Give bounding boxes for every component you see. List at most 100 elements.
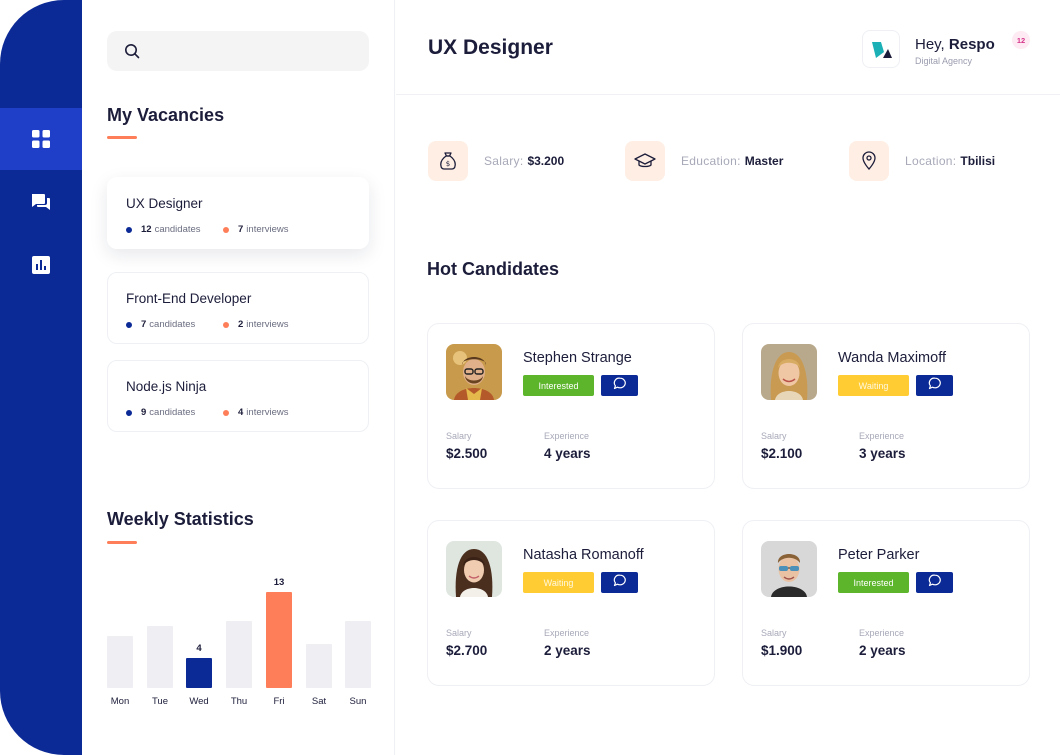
- nav-item-dashboard[interactable]: [0, 108, 82, 170]
- bar-sat: [306, 644, 332, 688]
- candidates-label: candidates: [149, 407, 196, 418]
- page-title: UX Designer: [428, 36, 553, 59]
- salary-label: Salary: [761, 628, 787, 638]
- bar-tue: [147, 626, 173, 688]
- message-button[interactable]: [601, 572, 638, 593]
- experience-value: 4 years: [544, 446, 591, 461]
- weekly-statistics-title: Weekly Statistics: [107, 509, 254, 529]
- chat-bubble-icon: [613, 377, 627, 395]
- company-logo[interactable]: [862, 30, 900, 68]
- vacancy-card-ux-designer[interactable]: UX Designer 12 candidates 7 interviews: [107, 177, 369, 249]
- vacancy-meta: 9 candidates 4 interviews: [126, 407, 289, 418]
- candidates-label: candidates: [154, 224, 201, 235]
- candidate-name: Natasha Romanoff: [523, 547, 644, 563]
- candidate-name: Wanda Maximoff: [838, 350, 946, 366]
- interviews-count: 4: [238, 407, 244, 418]
- candidates-dot: [126, 409, 132, 416]
- info-value: $3.200: [527, 154, 565, 168]
- status-badge[interactable]: Interested: [523, 375, 594, 396]
- bar-thu: [226, 621, 252, 688]
- vacancy-title: Front-End Developer: [126, 291, 252, 306]
- vacancy-meta: 7 candidates 2 interviews: [126, 319, 289, 330]
- interviews-dot: [223, 409, 229, 416]
- bar-value-label: 13: [273, 577, 285, 588]
- salary-value: $2.100: [761, 446, 803, 461]
- salary-value: $2.500: [446, 446, 488, 461]
- day-label-sat: Sat: [311, 696, 327, 707]
- vacancy-card-nodejs-ninja[interactable]: Node.js Ninja 9 candidates 4 interviews: [107, 360, 369, 432]
- search-input[interactable]: [107, 31, 369, 71]
- info-label: Salary:: [484, 154, 524, 168]
- candidates-count: 9: [141, 407, 147, 418]
- nav-item-statistics[interactable]: [0, 234, 82, 296]
- greeting-text: Hey,: [915, 36, 945, 53]
- weekly-bar-chart: Mon Tue 4 Wed Thu 13 Fri Sat Sun: [107, 570, 371, 715]
- day-label-mon: Mon: [110, 696, 130, 707]
- experience-label: Experience: [544, 431, 590, 441]
- header-divider: [396, 94, 1060, 95]
- status-badge[interactable]: Waiting: [838, 375, 909, 396]
- salary-value: $1.900: [761, 643, 803, 658]
- day-label-tue: Tue: [151, 696, 169, 707]
- message-button[interactable]: [916, 375, 953, 396]
- title-underline: [107, 136, 137, 139]
- salary-value: $2.700: [446, 643, 488, 658]
- candidate-card-stephen-strange[interactable]: Stephen Strange Interested Salary $2.500…: [427, 323, 715, 489]
- avatar: [446, 344, 502, 400]
- day-label-thu: Thu: [230, 696, 248, 707]
- interviews-count: 2: [238, 319, 244, 330]
- bar-chart-icon: [32, 256, 50, 274]
- nav-item-messages[interactable]: [0, 171, 82, 233]
- candidate-card-natasha-romanoff[interactable]: Natasha Romanoff Waiting Salary $2.700 E…: [427, 520, 715, 686]
- candidate-card-wanda-maximoff[interactable]: Wanda Maximoff Waiting Salary $2.100 Exp…: [742, 323, 1030, 489]
- money-bag-icon: $: [428, 141, 468, 181]
- interviews-label: interviews: [246, 407, 289, 418]
- info-value: Tbilisi: [960, 154, 996, 168]
- grid-icon: [32, 130, 50, 148]
- interviews-dot: [223, 321, 229, 328]
- day-label-fri: Fri: [273, 696, 285, 707]
- interviews-label: interviews: [246, 224, 289, 235]
- experience-label: Experience: [544, 628, 590, 638]
- vacancy-card-front-end-developer[interactable]: Front-End Developer 7 candidates 2 intervi…: [107, 272, 369, 344]
- day-label-sun: Sun: [349, 696, 367, 707]
- candidate-card-peter-parker[interactable]: Peter Parker Interested Salary $1.900 Ex…: [742, 520, 1030, 686]
- experience-value: 2 years: [859, 643, 906, 658]
- title-underline: [107, 541, 137, 544]
- location-pin-icon: [849, 141, 889, 181]
- vacancy-title: Node.js Ninja: [126, 379, 207, 394]
- vacancy-detail: UX Designer Hey, Respo Digital Agency 12…: [396, 0, 1060, 755]
- info-education: Education: Master: [625, 140, 783, 182]
- avatar: [761, 344, 817, 400]
- status-badge[interactable]: Interested: [838, 572, 909, 593]
- info-location: Location: Tbilisi: [849, 140, 995, 182]
- bar-mon: [107, 636, 133, 688]
- avatar: [761, 541, 817, 597]
- info-label: Location:: [905, 154, 957, 168]
- vacancy-meta: 12 candidates 7 interviews: [126, 224, 289, 235]
- user-name: Respo: [948, 36, 995, 53]
- candidates-count: 12: [141, 224, 152, 235]
- status-badge[interactable]: Waiting: [523, 572, 594, 593]
- experience-label: Experience: [859, 431, 905, 441]
- chat-bubble-icon: [613, 574, 627, 592]
- nav-rail: [0, 0, 82, 755]
- interviews-count: 7: [238, 224, 244, 235]
- avatar: [446, 541, 502, 597]
- interviews-label: interviews: [246, 319, 289, 330]
- salary-label: Salary: [446, 431, 472, 441]
- user-greeting[interactable]: Hey, Respo: [915, 36, 995, 53]
- bar-sun: [345, 621, 371, 688]
- bar-wed: [186, 658, 212, 688]
- chat-bubble-icon: [928, 574, 942, 592]
- experience-label: Experience: [859, 628, 905, 638]
- notification-badge[interactable]: 12: [1012, 31, 1030, 49]
- message-button[interactable]: [601, 375, 638, 396]
- svg-text:$: $: [446, 160, 450, 168]
- bar-fri: [266, 592, 292, 688]
- user-company: Digital Agency: [915, 56, 973, 66]
- candidates-label: candidates: [149, 319, 196, 330]
- message-button[interactable]: [916, 572, 953, 593]
- experience-value: 3 years: [859, 446, 906, 461]
- day-label-wed: Wed: [189, 696, 209, 707]
